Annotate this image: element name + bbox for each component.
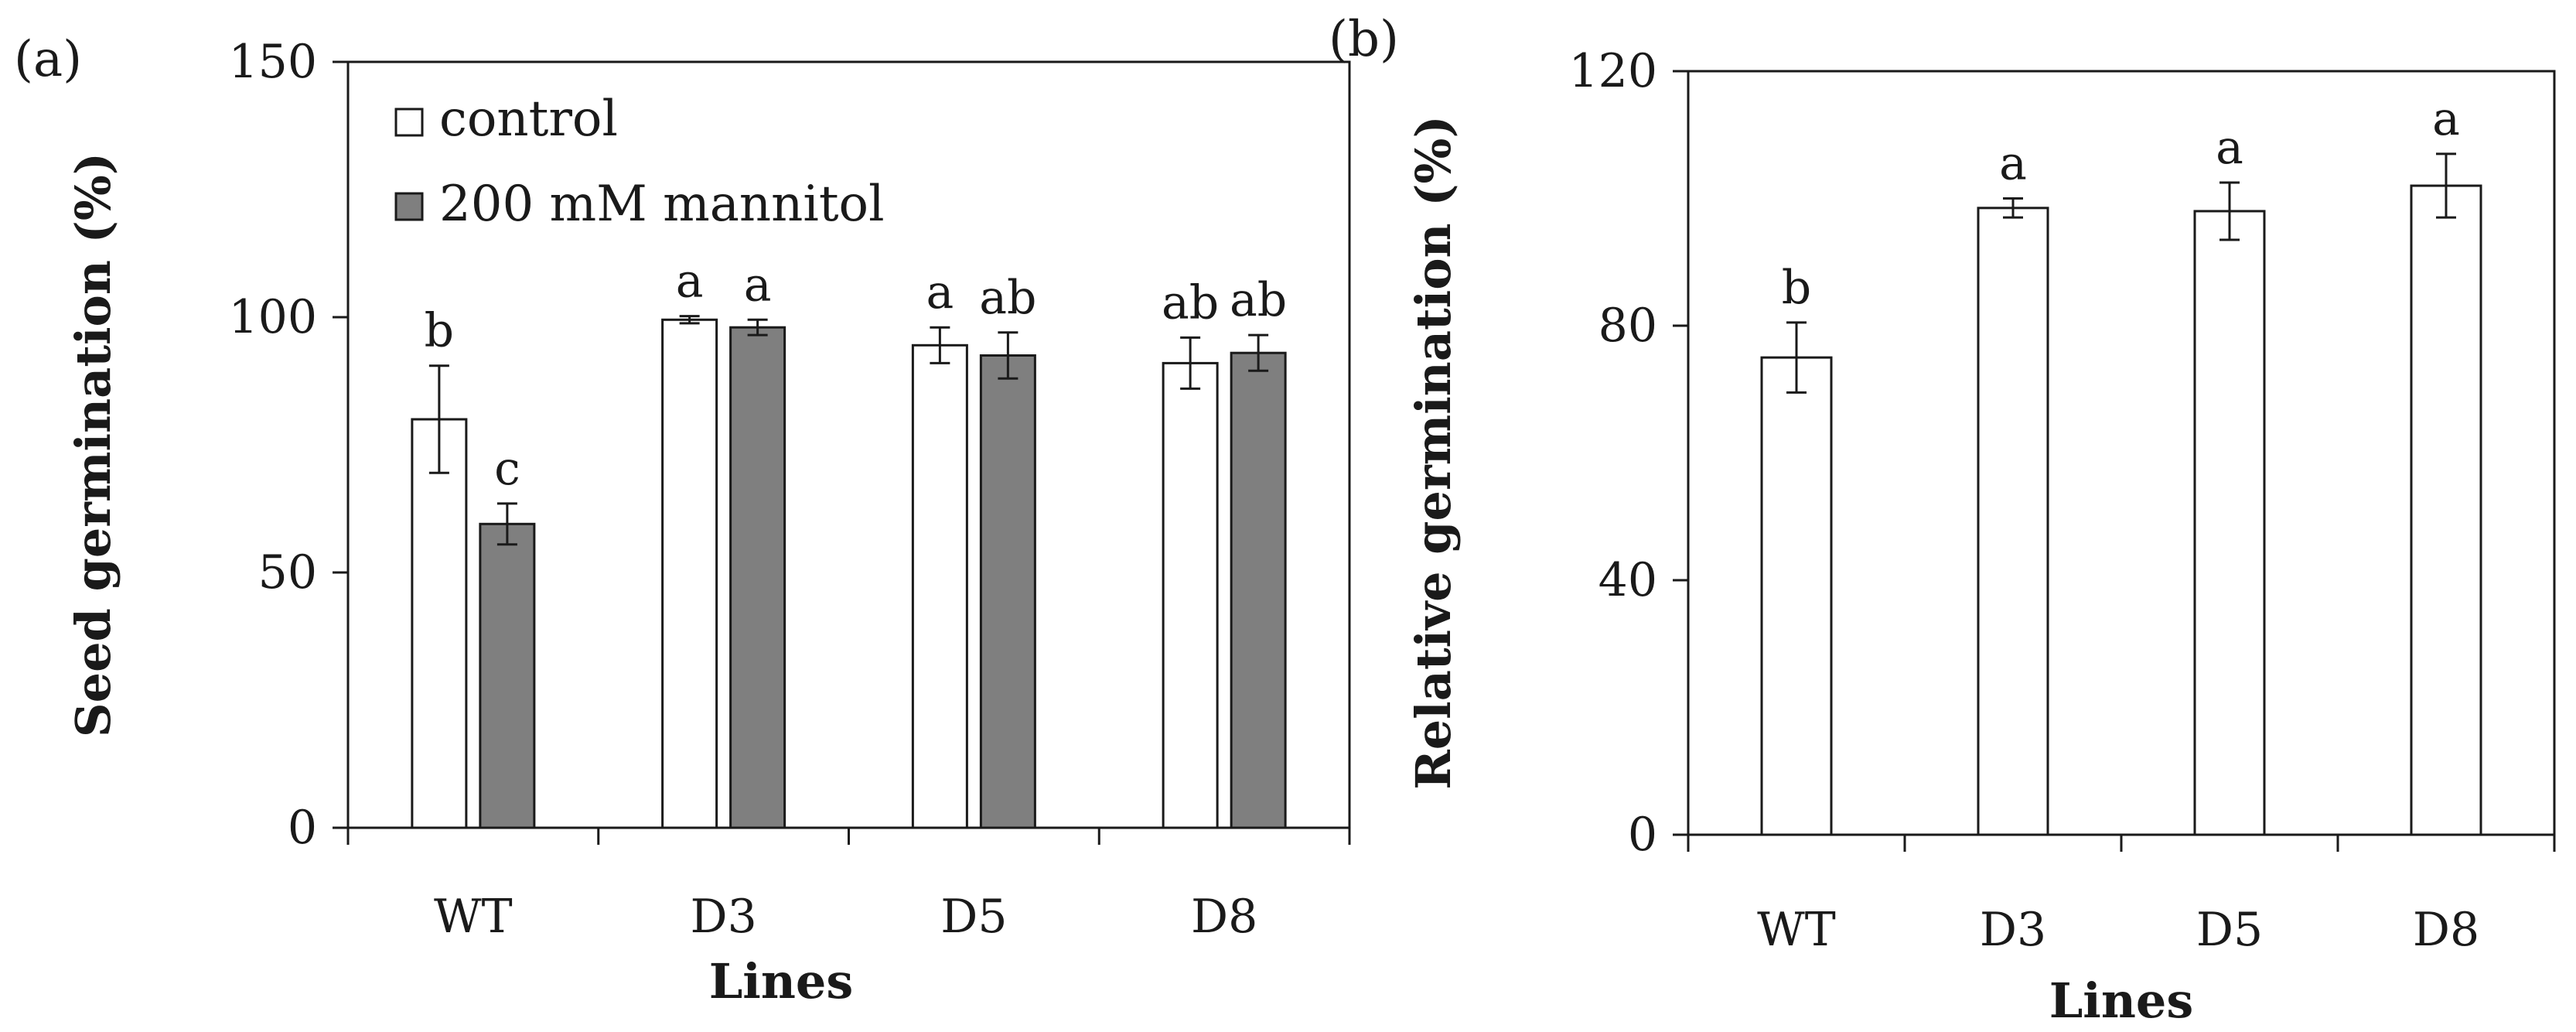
panel-a-bar-WT-control [411,418,468,829]
panel-a-significance-letter: ab [1162,275,1219,330]
legend-label-mannitol: 200 mM mannitol [439,176,885,233]
panel-a-bar-D5-control [911,343,968,829]
panel-a-y-tick-label: 0 [288,801,317,855]
panel-b-label: (b) [1329,11,1399,68]
panel-a-bar-D5-mannitol [979,354,1036,829]
panel-b-x-tick-label: D5 [2196,903,2263,957]
panel-a-significance-letter: a [676,255,704,309]
panel-a-y-tick-label: 100 [228,290,317,344]
panel-a-significance-letter: a [926,265,954,320]
panel-a-significance-letter: c [494,442,520,496]
panel-b-y-tick-label: 120 [1568,44,1657,98]
panel-b-plot-frame [1687,70,2556,836]
panel-a-bar-D3-mannitol [729,326,786,829]
panel-a-bar-D8-mannitol [1230,351,1287,829]
panel-a-significance-letter: ab [1230,273,1287,327]
panel-a-x-axis-title: Lines [709,953,854,1010]
panel-a-x-tick-label: D5 [940,890,1007,944]
panel-b-bar-D5-relative [2193,210,2266,836]
panel-a-bar-WT-mannitol [479,522,536,829]
panel-b-significance-letter: b [1782,261,1811,315]
panel-b-y-tick-label: 40 [1598,553,1657,607]
panel-b-x-tick-label: D8 [2413,903,2479,957]
panel-a-y-tick-label: 50 [258,545,317,600]
panel-a-y-tick-label: 150 [228,35,317,89]
panel-b-x-tick-label: WT [1757,903,1836,957]
panel-b-x-axis-title: Lines [2049,972,2194,1029]
panel-a-y-axis-title: Seed germination (%) [65,152,121,737]
panel-b-y-tick-label: 0 [1628,808,1657,862]
panel-a-significance-letter: b [425,304,454,358]
panel-b-bar-D3-relative [1977,207,2049,836]
panel-a-x-tick-label: WT [434,890,513,944]
panel-a-significance-letter: ab [979,271,1036,325]
panel-a-label: (a) [14,31,82,88]
panel-a-x-tick-label: D8 [1191,890,1257,944]
panel-b-y-tick-label: 80 [1598,299,1657,353]
panel-b-bar-D8-relative [2410,184,2482,836]
panel-a-bar-D3-control [661,318,718,829]
panel-b-significance-letter: a [2432,92,2460,146]
panel-b-bar-WT-relative [1760,356,1833,836]
panel-a-x-tick-label: D3 [690,890,756,944]
panel-b-y-axis-title: Relative germination (%) [1405,115,1462,790]
legend-label-control: control [439,91,618,148]
panel-b-significance-letter: a [2216,121,2243,175]
panel-a-bar-D8-control [1162,361,1219,829]
panel-b-significance-letter: a [1999,137,2027,191]
panel-a-plot-frame [346,60,1351,829]
panel-a-legend: control 200 mM mannitol [394,91,885,233]
legend-swatch-mannitol [394,192,424,221]
legend-swatch-control [394,108,424,137]
panel-b-x-tick-label: D3 [1980,903,2046,957]
panel-b-chart: (b) 0 40 80 120 WT D3 D5 D8 b a a a Relative germ… [1329,11,2556,1029]
panel-a-significance-letter: a [744,258,772,312]
